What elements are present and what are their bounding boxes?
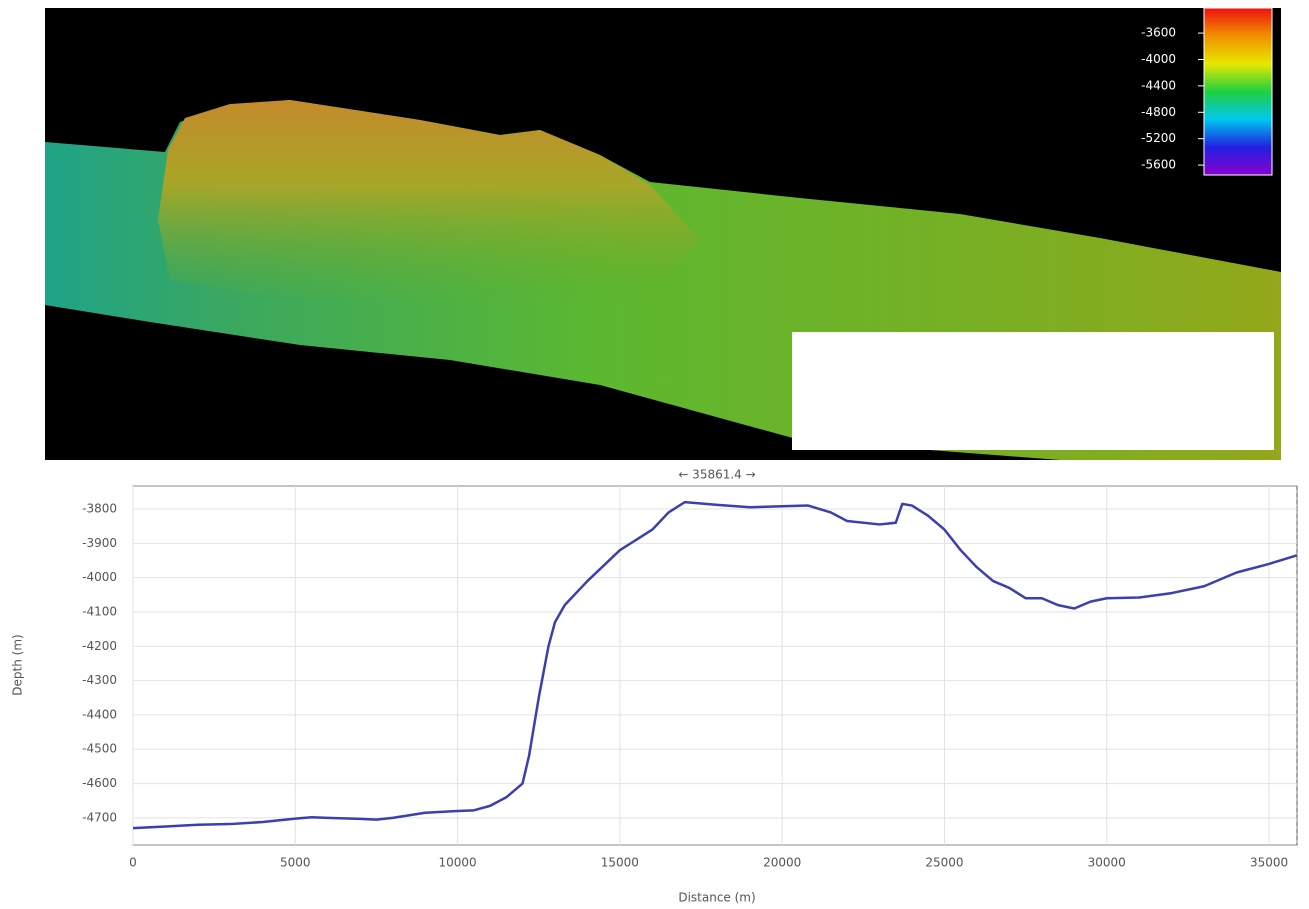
- color-tick-label: -4000: [1141, 52, 1176, 66]
- terrain-view: -3600 -4000 -4400 -4800 -5200 -5600: [45, 8, 1281, 460]
- y-tick-label: -4300: [82, 673, 117, 687]
- y-tick-label: -4500: [82, 742, 117, 756]
- color-tick-label: -4400: [1141, 78, 1176, 92]
- x-tick-label: 20000: [763, 856, 801, 870]
- x-tick-label: 0: [129, 856, 137, 870]
- y-axis-label: Depth (m): [11, 634, 25, 695]
- y-tick-label: -4700: [82, 810, 117, 824]
- x-tick-label: 35000: [1250, 856, 1288, 870]
- y-tick-label: -4600: [82, 776, 117, 790]
- plot-frame: [133, 486, 1297, 845]
- color-tick-label: -4800: [1141, 105, 1176, 119]
- x-tick-label: 30000: [1088, 856, 1126, 870]
- color-bar: [1204, 8, 1272, 175]
- page: {"chart_data": {"type": "line", "annotat…: [0, 0, 1309, 909]
- x-axis-label: Distance (m): [678, 891, 755, 905]
- y-tick-label: -4200: [82, 639, 117, 653]
- overlay-panel: [792, 332, 1274, 450]
- color-tick-label: -5600: [1141, 158, 1176, 172]
- y-tick-label: -4000: [82, 570, 117, 584]
- y-tick-label: -3800: [82, 501, 117, 515]
- profile-chart: ← 35861.4 → Distance (m) Depth (m) -3800…: [11, 468, 1298, 905]
- x-tick-label: 25000: [925, 856, 963, 870]
- x-tick-label: 10000: [438, 856, 476, 870]
- distance-annotation: ← 35861.4 →: [678, 468, 755, 482]
- y-tick-label: -4100: [82, 604, 117, 618]
- y-tick-label: -3900: [82, 536, 117, 550]
- color-tick-label: -3600: [1141, 26, 1176, 40]
- color-tick-label: -5200: [1141, 131, 1176, 145]
- x-tick-label: 5000: [280, 856, 311, 870]
- x-tick-label: 15000: [601, 856, 639, 870]
- screen: -3600 -4000 -4400 -4800 -5200 -5600 ← 35861.4…: [0, 0, 1309, 909]
- y-tick-label: -4400: [82, 707, 117, 721]
